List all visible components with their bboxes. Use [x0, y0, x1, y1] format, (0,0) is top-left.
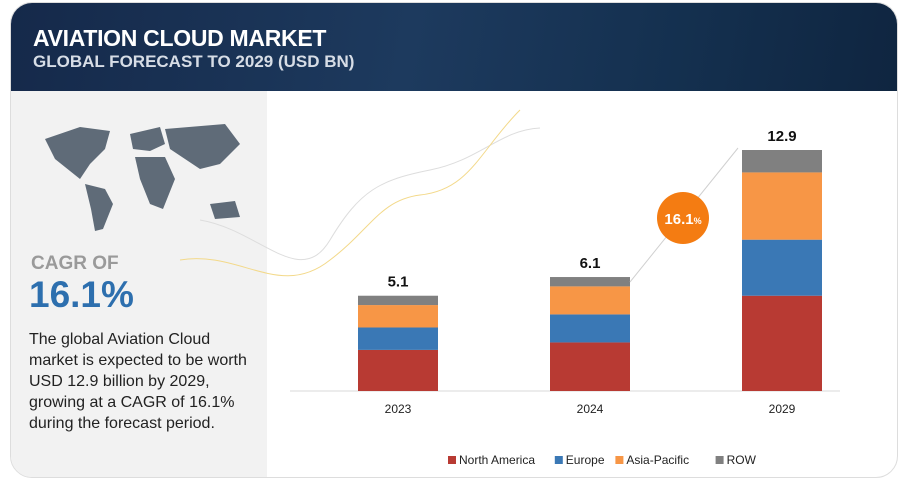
- cagr-badge: [657, 192, 709, 244]
- bar-segment-row-2023: [358, 295, 438, 306]
- bar-segment-asia-pacific-2029: [742, 172, 822, 240]
- decorative-curve: [179, 109, 521, 277]
- bar-segment-north-america-2024: [550, 342, 630, 391]
- x-tick-label: 2029: [769, 402, 796, 416]
- bar-segment-asia-pacific-2023: [358, 305, 438, 328]
- bar-segment-row-2024: [550, 277, 630, 287]
- bar-segment-europe-2029: [742, 239, 822, 296]
- summary-panel: CAGR OF 16.1% The global Aviation Cloud …: [11, 91, 267, 477]
- bar-total-label: 5.1: [388, 274, 409, 291]
- legend-swatch: [554, 456, 563, 464]
- bar-total-label: 12.9: [767, 128, 796, 145]
- legend-swatch: [448, 456, 456, 464]
- legend: North America Europe Asia-Pacific ROW: [448, 453, 757, 467]
- page-title: AVIATION CLOUD MARKET: [33, 25, 327, 51]
- cagr-value: 16.1%: [29, 274, 134, 315]
- world-map-icon: [45, 124, 240, 231]
- bar-segment-row-2029: [742, 150, 822, 173]
- decorative-curve: [199, 127, 541, 261]
- legend-swatch: [615, 456, 624, 464]
- bar-segment-north-america-2023: [358, 349, 438, 391]
- bar-segment-asia-pacific-2024: [550, 286, 630, 315]
- cagr-label: CAGR OF: [31, 253, 119, 274]
- legend-label: Asia-Pacific: [626, 453, 689, 467]
- legend-label: Europe: [566, 453, 605, 467]
- legend-label: North America: [459, 453, 535, 467]
- legend-swatch: [715, 456, 724, 464]
- legend-label: ROW: [727, 453, 757, 467]
- page-subtitle: GLOBAL FORECAST TO 2029 (USD BN): [33, 52, 355, 71]
- header-banner: AVIATION CLOUD MARKET GLOBAL FORECAST TO…: [11, 3, 897, 91]
- bar-segment-europe-2023: [358, 327, 438, 350]
- market-description: The global Aviation Cloud market is expe…: [29, 331, 247, 432]
- bar-segment-north-america-2029: [742, 295, 822, 391]
- bar-total-label: 6.1: [580, 255, 601, 272]
- x-tick-label: 2024: [577, 402, 604, 416]
- bar-segment-europe-2024: [550, 314, 630, 343]
- cagr-badge-text: 16.1%: [664, 211, 701, 228]
- x-tick-label: 2023: [385, 402, 412, 416]
